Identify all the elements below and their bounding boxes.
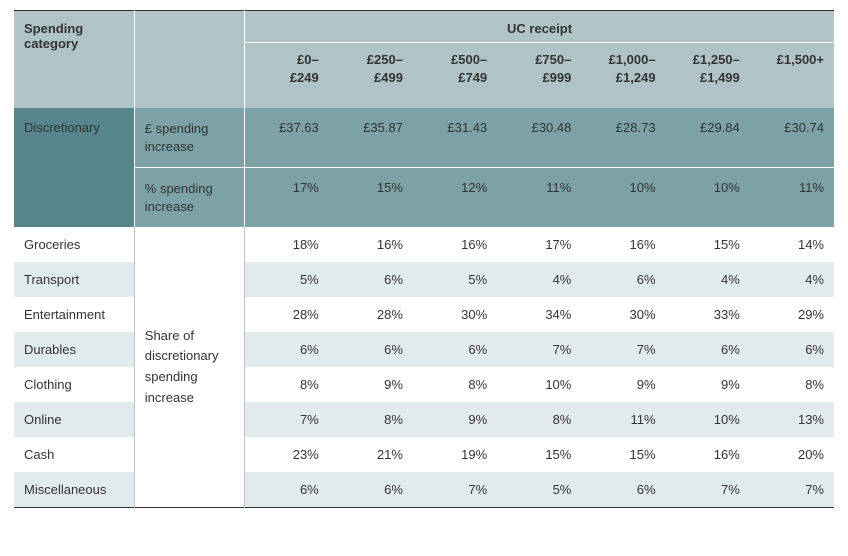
cell: 9% bbox=[413, 402, 497, 437]
cell: 28% bbox=[245, 297, 329, 332]
cell: 30% bbox=[581, 297, 665, 332]
disc-value: 17% bbox=[245, 168, 329, 228]
table-row: Groceries Share ofdiscretionaryspendingi… bbox=[14, 227, 834, 262]
cell: 6% bbox=[329, 332, 413, 367]
cell: 8% bbox=[329, 402, 413, 437]
cell: 20% bbox=[750, 437, 834, 472]
cell: 16% bbox=[666, 437, 750, 472]
cell: 29% bbox=[750, 297, 834, 332]
band-header: £750–£999 bbox=[497, 43, 581, 109]
cell: 6% bbox=[245, 472, 329, 508]
cell: 15% bbox=[497, 437, 581, 472]
disc-value: 11% bbox=[750, 168, 834, 228]
cell: 6% bbox=[245, 332, 329, 367]
cell: 21% bbox=[329, 437, 413, 472]
row-category: Clothing bbox=[14, 367, 134, 402]
cell: 9% bbox=[666, 367, 750, 402]
cell: 6% bbox=[581, 472, 665, 508]
cell: 16% bbox=[581, 227, 665, 262]
cell: 15% bbox=[666, 227, 750, 262]
disc-value: 15% bbox=[329, 168, 413, 228]
col-header-metric-blank bbox=[134, 11, 244, 109]
band-header: £1,500+ bbox=[750, 43, 834, 109]
band-header: £1,000–£1,249 bbox=[581, 43, 665, 109]
cell: 16% bbox=[329, 227, 413, 262]
cell: 8% bbox=[497, 402, 581, 437]
disc-value: £30.74 bbox=[750, 108, 834, 168]
cell: 7% bbox=[497, 332, 581, 367]
share-of-discretionary-label: Share ofdiscretionaryspendingincrease bbox=[134, 227, 244, 508]
discretionary-row-pounds: Discretionary £ spendingincrease £37.63 … bbox=[14, 108, 834, 168]
cell: 8% bbox=[245, 367, 329, 402]
band-header: £500–£749 bbox=[413, 43, 497, 109]
cell: 7% bbox=[581, 332, 665, 367]
cell: 28% bbox=[329, 297, 413, 332]
band-header: £250–£499 bbox=[329, 43, 413, 109]
row-category: Cash bbox=[14, 437, 134, 472]
cell: 13% bbox=[750, 402, 834, 437]
cell: 8% bbox=[413, 367, 497, 402]
cell: 18% bbox=[245, 227, 329, 262]
cell: 14% bbox=[750, 227, 834, 262]
cell: 23% bbox=[245, 437, 329, 472]
metric-pound-increase: £ spendingincrease bbox=[134, 108, 244, 168]
cell: 6% bbox=[413, 332, 497, 367]
cell: 7% bbox=[245, 402, 329, 437]
row-category: Online bbox=[14, 402, 134, 437]
discretionary-row-percent: % spendingincrease 17% 15% 12% 11% 10% 1… bbox=[14, 168, 834, 228]
cell: 9% bbox=[581, 367, 665, 402]
cell: 9% bbox=[329, 367, 413, 402]
cell: 5% bbox=[497, 472, 581, 508]
cell: 4% bbox=[666, 262, 750, 297]
cell: 10% bbox=[666, 402, 750, 437]
disc-value: 12% bbox=[413, 168, 497, 228]
cell: 7% bbox=[666, 472, 750, 508]
spending-table: Spendingcategory UC receipt £0–£249 £250… bbox=[14, 10, 834, 508]
cell: 10% bbox=[497, 367, 581, 402]
col-header-uc-receipt: UC receipt bbox=[245, 11, 834, 43]
disc-value: £37.63 bbox=[245, 108, 329, 168]
cell: 6% bbox=[666, 332, 750, 367]
cell: 19% bbox=[413, 437, 497, 472]
disc-value: 10% bbox=[666, 168, 750, 228]
disc-value: 10% bbox=[581, 168, 665, 228]
cell: 30% bbox=[413, 297, 497, 332]
cell: 34% bbox=[497, 297, 581, 332]
disc-value: £35.87 bbox=[329, 108, 413, 168]
cell: 16% bbox=[413, 227, 497, 262]
disc-value: 11% bbox=[497, 168, 581, 228]
disc-value: £28.73 bbox=[581, 108, 665, 168]
cell: 6% bbox=[581, 262, 665, 297]
cell: 11% bbox=[581, 402, 665, 437]
disc-value: £29.84 bbox=[666, 108, 750, 168]
col-header-spending-category: Spendingcategory bbox=[14, 11, 134, 109]
disc-value: £30.48 bbox=[497, 108, 581, 168]
cell: 8% bbox=[750, 367, 834, 402]
cell: 4% bbox=[497, 262, 581, 297]
metric-percent-increase: % spendingincrease bbox=[134, 168, 244, 228]
cell: 17% bbox=[497, 227, 581, 262]
cell: 7% bbox=[413, 472, 497, 508]
cell: 4% bbox=[750, 262, 834, 297]
cell: 6% bbox=[329, 262, 413, 297]
header-row-1: Spendingcategory UC receipt bbox=[14, 11, 834, 43]
disc-value: £31.43 bbox=[413, 108, 497, 168]
cell: 15% bbox=[581, 437, 665, 472]
cell: 6% bbox=[750, 332, 834, 367]
cell: 6% bbox=[329, 472, 413, 508]
band-header: £1,250–£1,499 bbox=[666, 43, 750, 109]
band-header: £0–£249 bbox=[245, 43, 329, 109]
row-category: Transport bbox=[14, 262, 134, 297]
cell: 5% bbox=[413, 262, 497, 297]
cell: 7% bbox=[750, 472, 834, 508]
row-category: Durables bbox=[14, 332, 134, 367]
row-category: Groceries bbox=[14, 227, 134, 262]
cell: 5% bbox=[245, 262, 329, 297]
row-category: Entertainment bbox=[14, 297, 134, 332]
row-category: Miscellaneous bbox=[14, 472, 134, 508]
cell: 33% bbox=[666, 297, 750, 332]
discretionary-label: Discretionary bbox=[14, 108, 134, 227]
